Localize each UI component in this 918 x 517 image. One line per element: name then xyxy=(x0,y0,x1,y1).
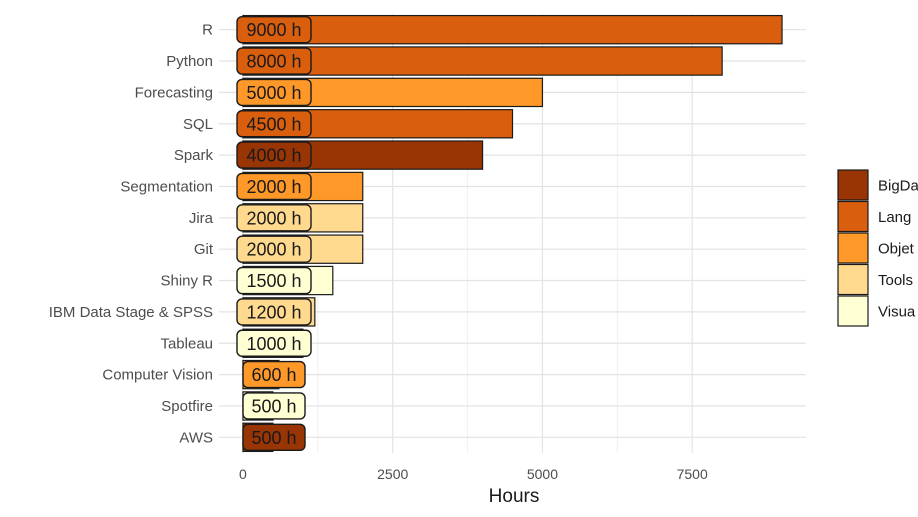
legend-swatch xyxy=(837,232,869,264)
bar-label: 2000 h xyxy=(236,172,312,201)
bar-label-box xyxy=(242,392,306,420)
bar-label: 500 h xyxy=(242,392,306,420)
bar-label-box xyxy=(236,141,312,169)
category-label: Spotfire xyxy=(161,398,213,415)
bar-label: 5000 h xyxy=(236,78,312,107)
category-label: Spark xyxy=(174,147,214,164)
x-tick-label: 5000 xyxy=(527,466,558,482)
bar-label-text: 2000 h xyxy=(246,177,301,197)
x-tick-label: 2500 xyxy=(377,466,408,482)
bar-label: 4500 h xyxy=(236,110,312,138)
category-label: R xyxy=(202,22,213,39)
category-label: Jira xyxy=(189,210,214,227)
bar-label-text: 9000 h xyxy=(246,20,301,40)
bar-label: 600 h xyxy=(242,360,306,389)
bar-labels: 9000 h 8000 h 5000 h 4500 h 4000 h 2000 h 2000… xyxy=(236,15,312,452)
legend-label: Lang xyxy=(878,209,911,226)
category-label: SQL xyxy=(183,116,213,133)
legend-label: Objet xyxy=(878,241,915,258)
bar-label-box xyxy=(236,204,312,232)
x-tick-label: 0 xyxy=(239,466,247,482)
bar-label: 500 h xyxy=(242,423,306,452)
legend-entry: Visua xyxy=(837,295,916,327)
legend-swatch xyxy=(837,263,869,296)
bar-label-box xyxy=(236,172,312,201)
legend-entry: BigDa xyxy=(837,169,918,201)
bar-label-box xyxy=(242,423,306,452)
bar-label-box xyxy=(242,360,306,389)
legend-swatch xyxy=(837,295,869,327)
legend-swatch xyxy=(837,200,869,233)
bar-label: 1200 h xyxy=(236,298,312,326)
category-label: Shiny R xyxy=(160,273,213,290)
bar-label-text: 1200 h xyxy=(246,302,301,322)
bar-label-box xyxy=(236,266,312,295)
bar-label-box xyxy=(236,235,312,263)
bar-label-box xyxy=(236,298,312,326)
category-label: Tableau xyxy=(160,335,213,352)
bar-label-box xyxy=(236,78,312,107)
bar-label-text: 2000 h xyxy=(246,240,301,260)
legend-entry: Lang xyxy=(837,200,911,233)
category-labels: R Python Forecasting SQL Spark Segmentation Ji… xyxy=(49,22,214,447)
bar-label: 4000 h xyxy=(236,141,312,169)
bar-label-box xyxy=(236,15,312,44)
bar-label-text: 600 h xyxy=(251,365,296,385)
x-tick-labels: 0 2500 5000 7500 xyxy=(239,466,708,482)
category-label: Python xyxy=(166,53,213,70)
bars xyxy=(242,14,783,453)
bar-label-box xyxy=(236,47,312,75)
x-tick-label: 7500 xyxy=(677,466,708,482)
legend-entry: Tools xyxy=(837,263,913,296)
bar-label-text: 1500 h xyxy=(246,271,301,291)
legend-label: Visua xyxy=(878,304,916,321)
category-label: Computer Vision xyxy=(102,367,213,384)
bar-label-box xyxy=(236,329,312,357)
category-label: Git xyxy=(194,241,214,258)
legend-label: Tools xyxy=(878,272,913,289)
bar-label-text: 2000 h xyxy=(246,208,301,228)
bar-label-text: 4000 h xyxy=(246,146,301,166)
bar-label-text: 8000 h xyxy=(246,52,301,72)
bar-label: 9000 h xyxy=(236,15,312,44)
bar-label-text: 500 h xyxy=(251,396,296,416)
bar-label: 2000 h xyxy=(236,204,312,232)
category-label: Forecasting xyxy=(135,84,213,101)
bar-label: 8000 h xyxy=(236,47,312,75)
bar-label-text: 4500 h xyxy=(246,114,301,134)
bar-r xyxy=(242,14,783,45)
legend: BigDa Lang Objet Tools Visua xyxy=(837,169,918,327)
bar-label-text: 1000 h xyxy=(246,334,301,354)
legend-entry: Objet xyxy=(837,232,915,264)
category-label: AWS xyxy=(179,429,213,446)
bar-label-text: 500 h xyxy=(251,428,296,448)
bar-label: 2000 h xyxy=(236,235,312,263)
bar-python xyxy=(242,46,723,76)
bar-label: 1000 h xyxy=(236,329,312,357)
legend-swatch xyxy=(837,169,869,201)
legend-label: BigDa xyxy=(878,178,918,195)
bar-label: 1500 h xyxy=(236,266,312,295)
category-label: IBM Data Stage & SPSS xyxy=(49,304,213,321)
x-axis-title: Hours xyxy=(489,486,540,507)
bar-label-box xyxy=(236,110,312,138)
bar-label-text: 5000 h xyxy=(246,83,301,103)
category-label: Segmentation xyxy=(120,178,213,195)
